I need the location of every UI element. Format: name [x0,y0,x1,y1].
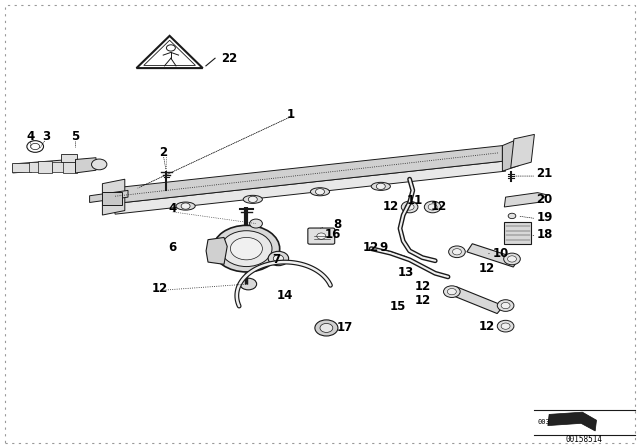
Circle shape [449,246,465,258]
Polygon shape [102,179,125,215]
Text: 5: 5 [72,130,79,143]
Text: 17: 17 [336,321,353,335]
Polygon shape [504,193,547,207]
Text: 6: 6 [169,241,177,254]
Text: 18: 18 [536,228,553,241]
Polygon shape [76,158,96,173]
Polygon shape [548,412,596,431]
Polygon shape [112,161,506,214]
Circle shape [320,323,333,332]
Circle shape [268,251,289,266]
Circle shape [317,233,326,239]
Text: 13: 13 [397,266,414,279]
Ellipse shape [176,202,195,210]
Circle shape [447,289,456,295]
Circle shape [444,286,460,297]
Text: 14: 14 [276,289,293,302]
Text: 11: 11 [406,194,423,207]
Polygon shape [450,287,504,314]
Ellipse shape [371,182,390,190]
Circle shape [501,323,510,329]
Ellipse shape [243,195,262,203]
Circle shape [240,278,257,290]
Text: 00158514: 00158514 [565,435,602,444]
Text: 12: 12 [363,241,380,254]
Text: 20: 20 [536,193,552,206]
Circle shape [501,302,510,309]
Circle shape [230,237,262,260]
Circle shape [248,196,257,202]
Text: 12: 12 [382,199,399,213]
Bar [504,222,531,244]
Circle shape [497,300,514,311]
Circle shape [92,159,107,170]
Bar [102,192,122,205]
Circle shape [405,204,414,210]
Text: 003: 003 [538,419,550,426]
Circle shape [316,189,324,195]
Circle shape [508,213,516,219]
Circle shape [315,320,338,336]
Text: 4: 4 [169,202,177,215]
Circle shape [424,201,441,213]
Text: 12: 12 [431,199,447,213]
Circle shape [250,219,262,228]
Polygon shape [467,244,518,267]
Polygon shape [511,134,534,168]
Text: 12: 12 [478,262,495,276]
Polygon shape [502,139,518,171]
Bar [12,163,31,172]
Bar [52,162,64,172]
FancyBboxPatch shape [308,228,335,244]
Text: 19: 19 [536,211,553,224]
Bar [63,161,77,173]
Bar [61,154,77,162]
Circle shape [273,255,284,262]
Polygon shape [112,146,502,204]
Circle shape [401,201,418,213]
Text: 16: 16 [325,228,342,241]
Text: 7: 7 [273,253,280,267]
Text: 3: 3 [42,130,50,143]
Circle shape [508,256,516,262]
Text: 2: 2 [159,146,167,159]
Circle shape [221,231,272,267]
Text: 12: 12 [478,319,495,333]
Polygon shape [136,36,203,68]
Polygon shape [206,237,227,264]
Text: 10: 10 [493,246,509,260]
Circle shape [213,225,280,272]
Circle shape [497,320,514,332]
Ellipse shape [310,188,330,196]
Text: 12: 12 [414,280,431,293]
Text: 4: 4 [27,130,35,143]
Bar [38,161,52,173]
Polygon shape [13,159,76,173]
Circle shape [181,203,190,209]
Bar [29,162,40,172]
Polygon shape [90,190,128,202]
Text: 12: 12 [152,282,168,296]
Circle shape [376,183,385,190]
Text: 1: 1 [287,108,295,121]
Text: 21: 21 [536,167,552,181]
Circle shape [428,204,437,210]
Text: 12: 12 [414,293,431,307]
Text: 9: 9 [380,241,388,254]
Text: 8: 8 [333,217,341,231]
Circle shape [504,253,520,265]
Text: 22: 22 [221,52,237,65]
Text: 15: 15 [390,300,406,314]
Circle shape [452,249,461,255]
Polygon shape [144,40,195,65]
Circle shape [240,280,253,289]
